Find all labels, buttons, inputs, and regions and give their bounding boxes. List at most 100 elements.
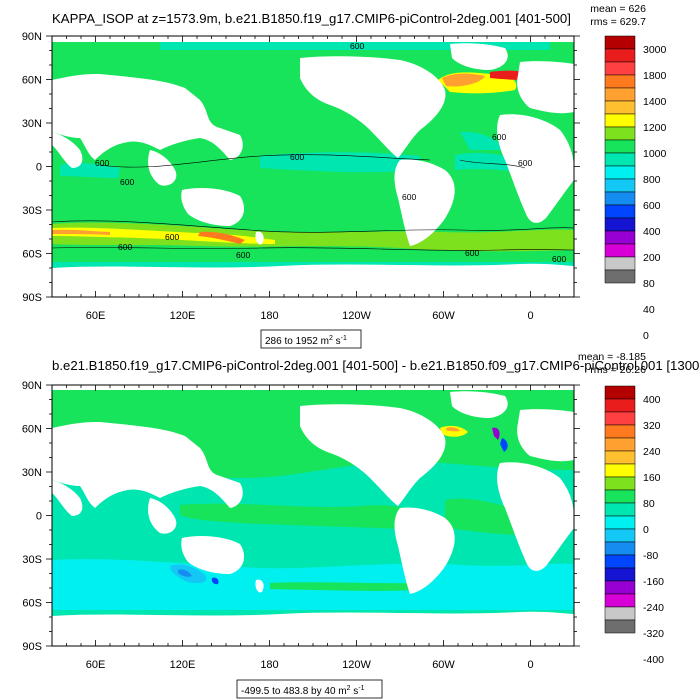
colorbar-swatch [604, 74, 636, 89]
colorbar-swatch [604, 385, 636, 400]
colorbar-label: 320 [643, 420, 661, 432]
x-tick-label: 120E [170, 659, 196, 671]
range-label-sup2: -1 [358, 685, 364, 692]
land-north-america [300, 56, 446, 158]
y-tick-label: 60N [22, 75, 42, 87]
southern-ocean-yellow-band [52, 227, 275, 244]
colorbar-swatch [604, 230, 636, 245]
land-south-america [394, 507, 455, 594]
panel-top-rms: rms = 629.7 [590, 16, 646, 28]
land-eurasia [52, 73, 243, 160]
x-tick-label: 0 [527, 659, 533, 671]
y-tick-label: 90N [22, 31, 42, 43]
small-blue-spot [211, 577, 219, 585]
panel-top-range-label: 286 to 1952 m2 s-1 [260, 329, 362, 349]
y-tick-label: 30N [22, 118, 42, 130]
colorbar-label: 200 [643, 252, 661, 264]
colorbar-swatch [604, 126, 636, 141]
contour-label: 600 [518, 158, 532, 168]
colorbar-label: 160 [643, 472, 661, 484]
x-tick-label: 60W [432, 659, 455, 671]
y-tick-label: 60N [22, 424, 42, 436]
contour-labels: 600 600 600 600 600 600 600 600 600 600 … [95, 41, 566, 264]
land-greenland [450, 391, 508, 418]
atlantic-cyan-north [460, 131, 505, 150]
north-atlantic-blue [500, 438, 508, 452]
colorbar-label: 1400 [643, 96, 667, 108]
range-label-sup2: -1 [341, 335, 347, 342]
contour-label: 600 [165, 232, 179, 242]
y-tick-label: 90S [22, 292, 42, 304]
panel-bottom: b.e21.B1850.f19_g17.CMIP6-piControl-2deg… [22, 351, 699, 699]
panel-bottom-mean: mean = -8.185 [578, 351, 646, 363]
colorbar-swatch [604, 450, 636, 465]
range-label-text: 286 to 1952 m2 s-1 [265, 335, 347, 347]
colorbar-swatch [604, 476, 636, 491]
panel-top-axes: 60E 120E 180 120W 60W 0 90N 60N 30N 0 30S 60S 90S [22, 31, 580, 322]
colorbar-swatch [604, 48, 636, 63]
land-africa [497, 114, 574, 223]
south-green-band [270, 582, 420, 591]
y-tick-label: 0 [36, 511, 42, 523]
colorbar-label: 240 [643, 446, 661, 458]
land-antarctica [52, 611, 574, 642]
land-eurasia [52, 421, 243, 508]
tropical-atlantic-cyan [455, 152, 520, 172]
australia-dark-blue-patch [178, 569, 192, 577]
x-tick-label: 120E [170, 310, 196, 322]
panel-bottom-colorbar: 400 320 240 160 80 0 -80 -160 -240 -320 -400 [604, 385, 664, 666]
land-africa [497, 462, 574, 571]
colorbar-label: 1000 [643, 148, 667, 160]
colorbar-swatch [604, 515, 636, 530]
colorbar-swatch [604, 178, 636, 193]
panel-bottom-range-label: -499.5 to 483.8 by 40 m2 s-1 [236, 679, 383, 699]
land-australia [181, 536, 245, 574]
colorbar-swatch [604, 269, 636, 284]
colorbar-label: 80 [643, 278, 655, 290]
colorbar-label: 80 [643, 498, 655, 510]
x-tick-label: 180 [260, 659, 278, 671]
contour-label: 600 [95, 158, 109, 168]
range-label-sup1: 2 [347, 685, 351, 692]
colorbar-label: 3000 [643, 44, 667, 56]
land-europe [517, 61, 574, 114]
land-north-america [300, 404, 446, 506]
colorbar-swatch [604, 541, 636, 556]
colorbar-label: 1800 [643, 70, 667, 82]
land-australia [181, 188, 245, 226]
contour-label: 600 [402, 192, 416, 202]
contour-lines [51, 154, 575, 251]
range-label-main: -499.5 to 483.8 by 40 m [241, 686, 347, 697]
y-tick-label: 90S [22, 641, 42, 653]
colorbar-swatch [604, 567, 636, 582]
panel-top-title: KAPPA_ISOP at z=1573.9m, b.e21.B1850.f19… [52, 11, 571, 26]
colorbar-swatch [604, 217, 636, 232]
x-tick-label: 120W [342, 310, 371, 322]
colorbar-label: 1200 [643, 122, 667, 134]
range-label-main: 286 to 1952 m [265, 336, 329, 347]
land-southeast-asia [148, 498, 177, 534]
colorbar-label: 800 [643, 174, 661, 186]
colorbar-swatch [604, 437, 636, 452]
colorbar-swatch [604, 593, 636, 608]
range-label-mid: s [333, 336, 341, 347]
land-europe [517, 409, 574, 462]
southern-ocean-orange-core [52, 229, 110, 235]
contour-label: 600 [492, 132, 506, 142]
colorbar-swatch [604, 139, 636, 154]
colorbar-swatch [604, 489, 636, 504]
panel-top-mean: mean = 626 [590, 3, 646, 15]
colorbar-label: 400 [643, 394, 661, 406]
colorbar-label: -240 [643, 602, 664, 614]
contour-label: 600 [465, 248, 479, 258]
panel-bottom-title: b.e21.B1850.f19_g17.CMIP6-piControl-2deg… [52, 358, 699, 373]
colorbar-swatch [604, 165, 636, 180]
land-greenland [450, 43, 508, 70]
colorbar-label: 0 [643, 330, 649, 342]
colorbar-swatch [604, 424, 636, 439]
colorbar-label: 400 [643, 226, 661, 238]
y-tick-label: 60S [22, 598, 42, 610]
contour-line-southern [51, 220, 575, 233]
y-tick-label: 30S [22, 554, 42, 566]
